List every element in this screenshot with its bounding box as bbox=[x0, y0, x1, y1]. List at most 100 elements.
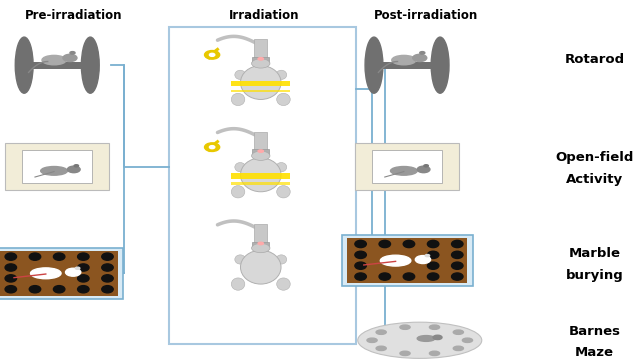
Ellipse shape bbox=[392, 55, 416, 65]
Bar bbox=[231, 81, 291, 86]
Ellipse shape bbox=[355, 251, 366, 258]
Ellipse shape bbox=[209, 146, 215, 149]
Ellipse shape bbox=[240, 250, 281, 284]
Text: Irradiation: Irradiation bbox=[229, 9, 299, 22]
Bar bbox=[231, 90, 291, 92]
Ellipse shape bbox=[78, 286, 89, 293]
Ellipse shape bbox=[379, 273, 391, 280]
Ellipse shape bbox=[258, 150, 263, 152]
Ellipse shape bbox=[424, 165, 429, 167]
Ellipse shape bbox=[452, 240, 463, 248]
Ellipse shape bbox=[81, 37, 99, 93]
Ellipse shape bbox=[240, 158, 281, 192]
Ellipse shape bbox=[102, 286, 113, 293]
Ellipse shape bbox=[232, 93, 245, 106]
Bar bbox=[0, 248, 123, 299]
Ellipse shape bbox=[252, 151, 270, 160]
Ellipse shape bbox=[42, 55, 66, 65]
Ellipse shape bbox=[205, 51, 219, 59]
Ellipse shape bbox=[380, 255, 411, 266]
Ellipse shape bbox=[427, 240, 439, 248]
Bar bbox=[254, 39, 267, 59]
Ellipse shape bbox=[415, 256, 431, 264]
Ellipse shape bbox=[235, 255, 245, 264]
Ellipse shape bbox=[452, 262, 463, 269]
Ellipse shape bbox=[429, 325, 439, 329]
Ellipse shape bbox=[31, 268, 61, 279]
Ellipse shape bbox=[276, 70, 287, 80]
Ellipse shape bbox=[403, 273, 415, 280]
Ellipse shape bbox=[232, 278, 245, 290]
Ellipse shape bbox=[258, 242, 263, 245]
Bar bbox=[355, 143, 459, 190]
Bar bbox=[22, 150, 92, 183]
Ellipse shape bbox=[391, 167, 417, 175]
Bar bbox=[252, 149, 270, 155]
Bar bbox=[24, 62, 90, 69]
Ellipse shape bbox=[462, 338, 473, 342]
Text: Marble: Marble bbox=[569, 247, 621, 260]
Ellipse shape bbox=[78, 275, 89, 282]
Bar bbox=[231, 182, 291, 185]
Ellipse shape bbox=[240, 66, 281, 100]
Ellipse shape bbox=[413, 54, 427, 62]
Bar bbox=[252, 57, 270, 63]
Bar bbox=[169, 27, 356, 344]
Ellipse shape bbox=[425, 254, 430, 257]
Ellipse shape bbox=[41, 167, 67, 175]
Text: Rotarod: Rotarod bbox=[565, 53, 625, 66]
Ellipse shape bbox=[427, 251, 439, 258]
Ellipse shape bbox=[453, 346, 464, 350]
Bar bbox=[347, 238, 467, 283]
Text: Post-irradiation: Post-irradiation bbox=[374, 9, 478, 22]
Bar bbox=[252, 241, 270, 247]
Ellipse shape bbox=[232, 186, 245, 198]
Ellipse shape bbox=[66, 268, 81, 276]
Bar bbox=[372, 150, 442, 183]
Ellipse shape bbox=[53, 286, 65, 293]
Ellipse shape bbox=[102, 264, 113, 271]
Ellipse shape bbox=[358, 322, 482, 358]
Ellipse shape bbox=[367, 338, 377, 342]
Ellipse shape bbox=[5, 264, 17, 271]
Ellipse shape bbox=[70, 52, 75, 54]
Ellipse shape bbox=[78, 264, 89, 271]
Ellipse shape bbox=[400, 325, 410, 329]
Ellipse shape bbox=[63, 54, 77, 62]
Ellipse shape bbox=[452, 251, 463, 258]
Ellipse shape bbox=[365, 37, 383, 93]
Ellipse shape bbox=[452, 273, 463, 280]
Ellipse shape bbox=[453, 330, 464, 334]
Ellipse shape bbox=[277, 93, 290, 106]
Ellipse shape bbox=[5, 253, 17, 260]
Ellipse shape bbox=[29, 286, 41, 293]
Ellipse shape bbox=[355, 262, 366, 269]
Ellipse shape bbox=[427, 262, 439, 269]
Ellipse shape bbox=[209, 53, 215, 56]
Ellipse shape bbox=[379, 240, 391, 248]
Ellipse shape bbox=[376, 346, 386, 350]
Ellipse shape bbox=[276, 255, 287, 264]
Ellipse shape bbox=[429, 351, 439, 355]
Text: Maze: Maze bbox=[575, 346, 614, 359]
Text: burying: burying bbox=[566, 269, 623, 282]
Ellipse shape bbox=[205, 143, 219, 151]
Ellipse shape bbox=[420, 52, 425, 54]
Ellipse shape bbox=[417, 336, 435, 341]
Bar bbox=[231, 173, 291, 178]
Ellipse shape bbox=[67, 166, 80, 173]
Bar bbox=[0, 251, 118, 296]
Ellipse shape bbox=[277, 186, 290, 198]
Ellipse shape bbox=[15, 37, 33, 93]
Bar bbox=[342, 235, 473, 286]
Ellipse shape bbox=[376, 330, 386, 334]
Text: Activity: Activity bbox=[566, 173, 623, 186]
Ellipse shape bbox=[76, 267, 80, 269]
Ellipse shape bbox=[355, 273, 366, 280]
Ellipse shape bbox=[235, 163, 245, 172]
Bar bbox=[254, 224, 267, 244]
Ellipse shape bbox=[276, 163, 287, 172]
Ellipse shape bbox=[400, 351, 410, 355]
Ellipse shape bbox=[102, 253, 113, 260]
Ellipse shape bbox=[252, 59, 270, 68]
